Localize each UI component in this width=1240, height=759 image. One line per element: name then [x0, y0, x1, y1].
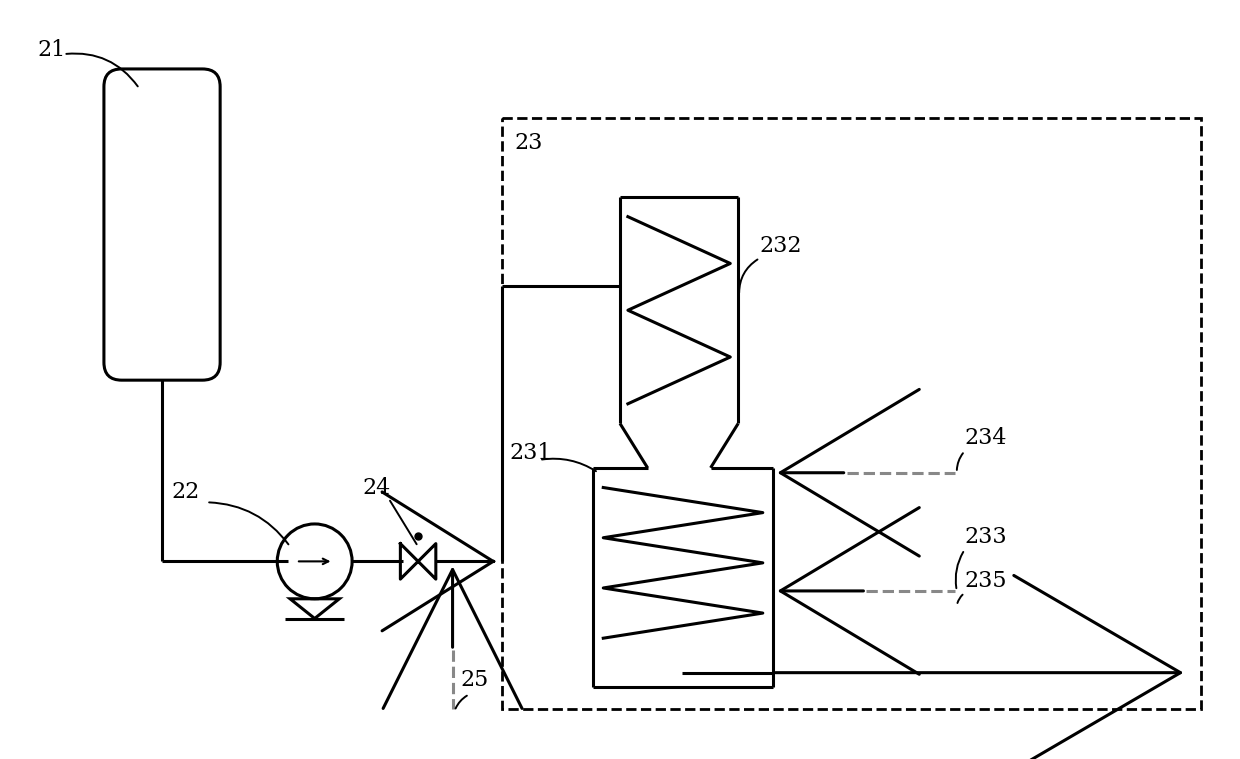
Text: 21: 21	[37, 39, 66, 61]
Text: 234: 234	[965, 427, 1007, 449]
Text: 232: 232	[760, 235, 802, 257]
Text: 25: 25	[460, 669, 489, 691]
Text: 22: 22	[172, 481, 200, 503]
Text: 23: 23	[515, 132, 543, 154]
Text: 235: 235	[965, 570, 1007, 592]
Polygon shape	[401, 543, 435, 579]
Text: 233: 233	[965, 526, 1007, 548]
Text: 231: 231	[510, 442, 552, 464]
Text: 24: 24	[362, 477, 391, 499]
FancyBboxPatch shape	[104, 69, 221, 380]
Polygon shape	[401, 543, 435, 579]
Bar	[502, 118, 1202, 709]
